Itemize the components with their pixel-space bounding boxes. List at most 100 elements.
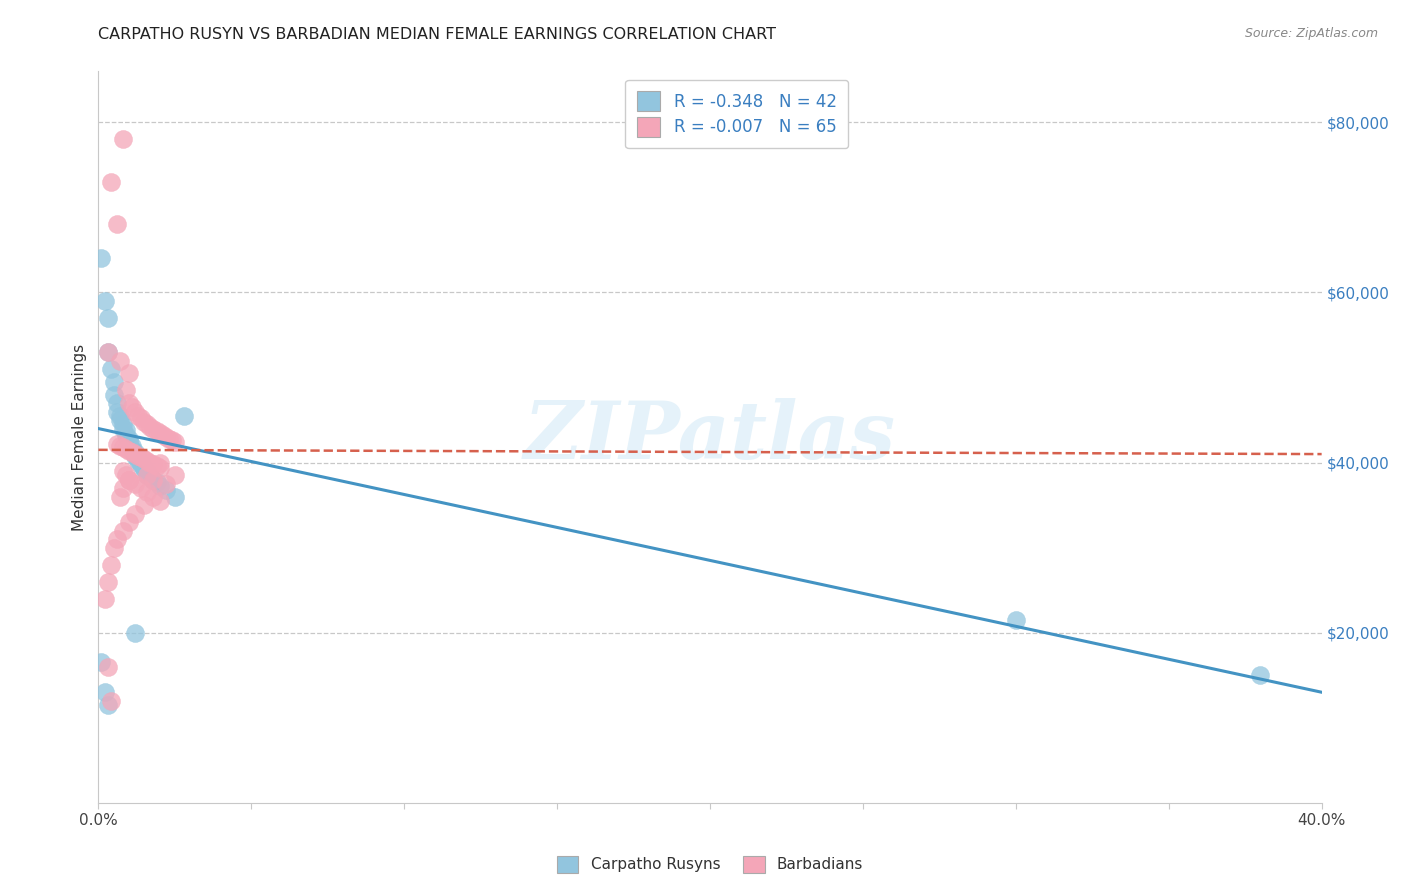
Point (149, 460, 172, 475)
Point (121, 401, 143, 415)
Point (115, 468, 138, 483)
Point (118, 396, 141, 410)
Point (93, 591, 115, 606)
Point (127, 454, 149, 468)
Point (149, 425, 172, 440)
Point (93, 685, 115, 699)
Point (105, 218, 128, 232)
Point (108, 353, 131, 368)
Text: Source: ZipAtlas.com: Source: ZipAtlas.com (1244, 27, 1378, 40)
Point (97, 574, 120, 589)
Point (124, 449, 146, 463)
Point (139, 456, 162, 470)
Point (121, 439, 143, 453)
Point (136, 468, 159, 483)
Point (129, 458, 152, 472)
Point (124, 507, 146, 521)
Point (134, 498, 156, 512)
Point (129, 411, 152, 425)
Point (163, 435, 186, 450)
Point (108, 490, 131, 504)
Point (139, 469, 162, 483)
Point (115, 384, 138, 398)
Point (155, 430, 177, 444)
Point (136, 485, 159, 500)
Point (136, 465, 159, 479)
Point (111, 440, 134, 454)
Point (163, 468, 186, 483)
Point (145, 424, 167, 438)
Point (111, 132, 134, 146)
Legend: Carpatho Rusyns, Barbadians: Carpatho Rusyns, Barbadians (551, 849, 869, 880)
Point (139, 420, 162, 434)
Point (142, 490, 165, 504)
Point (108, 413, 131, 427)
Point (142, 458, 165, 472)
Point (124, 447, 146, 461)
Point (100, 175, 122, 189)
Point (1004, 613, 1026, 627)
Point (155, 476, 177, 491)
Point (118, 432, 141, 446)
Point (118, 515, 141, 529)
Point (105, 532, 128, 546)
Point (1249, 668, 1271, 682)
Point (155, 483, 177, 497)
Point (163, 490, 186, 504)
Point (115, 428, 138, 442)
Point (100, 362, 122, 376)
Point (127, 449, 149, 463)
Point (97, 659, 120, 673)
Point (97, 698, 120, 712)
Point (145, 475, 167, 490)
Point (108, 409, 131, 423)
Point (118, 473, 141, 487)
Point (124, 625, 146, 640)
Point (105, 396, 128, 410)
Point (118, 366, 141, 380)
Point (97, 311, 120, 326)
Point (136, 454, 159, 468)
Point (145, 458, 167, 473)
Point (118, 434, 141, 449)
Point (111, 421, 134, 435)
Point (105, 404, 128, 418)
Point (124, 404, 146, 418)
Point (129, 456, 152, 470)
Point (111, 524, 134, 538)
Y-axis label: Median Female Earnings: Median Female Earnings (72, 343, 87, 531)
Point (129, 481, 152, 495)
Point (93, 293, 115, 308)
Point (111, 464, 134, 478)
Point (149, 456, 172, 470)
Point (118, 443, 141, 458)
Point (149, 478, 172, 492)
Point (100, 558, 122, 572)
Point (124, 476, 146, 491)
Point (136, 417, 159, 432)
Point (103, 387, 125, 401)
Point (160, 434, 183, 448)
Point (173, 409, 195, 423)
Point (121, 445, 143, 459)
Point (149, 494, 172, 508)
Point (127, 452, 149, 467)
Text: ZIPatlas: ZIPatlas (524, 399, 896, 475)
Point (115, 423, 138, 437)
Point (111, 417, 134, 432)
Text: CARPATHO RUSYN VS BARBADIAN MEDIAN FEMALE EARNINGS CORRELATION CHART: CARPATHO RUSYN VS BARBADIAN MEDIAN FEMAL… (98, 27, 776, 42)
Point (142, 473, 165, 487)
Point (97, 345, 120, 359)
Point (127, 409, 149, 423)
Point (115, 442, 138, 456)
Point (134, 415, 156, 429)
Point (134, 462, 156, 476)
Point (100, 694, 122, 708)
Point (90, 252, 112, 266)
Point (142, 473, 165, 487)
Point (90, 656, 112, 670)
Point (97, 345, 120, 359)
Point (157, 432, 180, 446)
Point (103, 541, 125, 555)
Point (121, 442, 143, 456)
